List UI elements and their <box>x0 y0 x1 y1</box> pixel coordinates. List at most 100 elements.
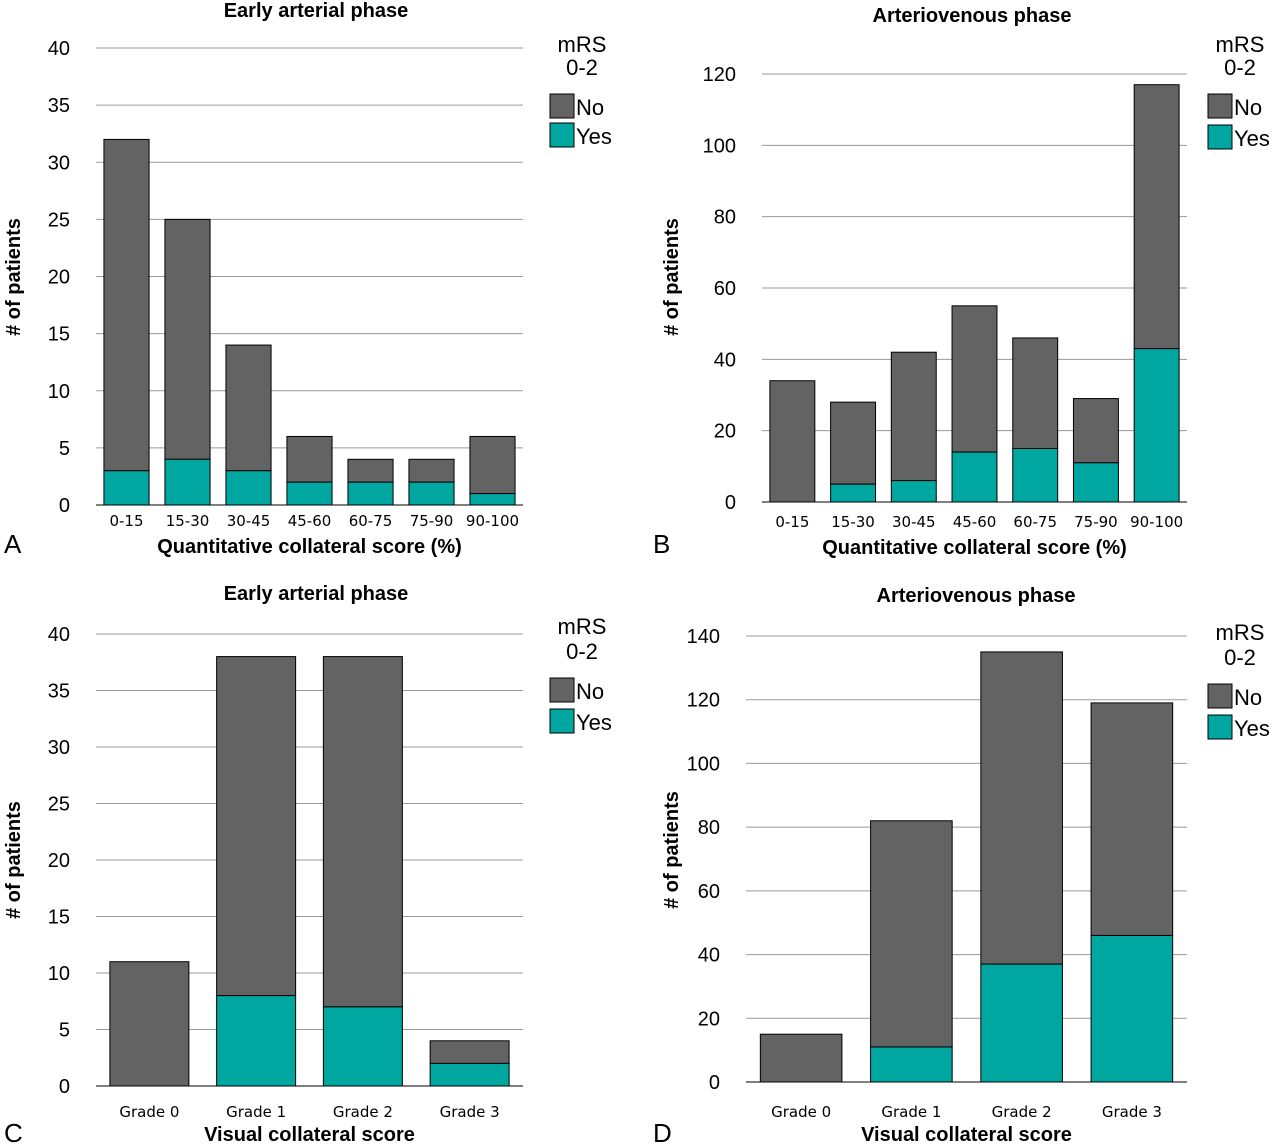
bar-yes-grade-1 <box>870 1046 953 1083</box>
legend-title: mRS <box>558 32 607 57</box>
y-tick-label: 35 <box>48 95 70 117</box>
panel-letter: D <box>653 1118 672 1145</box>
bar-no-90-100 <box>469 435 516 495</box>
y-tick-label: 25 <box>48 794 70 816</box>
bar-no-15-30 <box>164 218 211 460</box>
legend-label-no: No <box>1234 685 1262 710</box>
y-tick-label: 120 <box>703 64 736 86</box>
bar-no-30-45 <box>890 351 937 482</box>
bar-no-grade-0 <box>109 961 190 1087</box>
x-tick-label: Grade 0 <box>119 1103 179 1121</box>
x-axis-label: Visual collateral score <box>861 1124 1072 1145</box>
y-tick-label: 15 <box>48 907 70 929</box>
legend-title: mRS <box>1216 620 1265 645</box>
legend-swatch-yes <box>1207 124 1233 150</box>
y-tick-label: 80 <box>698 817 720 839</box>
x-tick-label: 90-100 <box>1130 513 1183 531</box>
x-tick-label: 45-60 <box>288 512 332 530</box>
y-tick-label: 30 <box>48 737 70 759</box>
y-tick-label: 60 <box>698 881 720 903</box>
x-axis-label: Visual collateral score <box>204 1124 415 1145</box>
legend-swatch-no <box>1207 93 1233 119</box>
y-tick-label: 40 <box>698 945 720 967</box>
bar-no-grade-1 <box>216 656 297 997</box>
bar-yes-30-45 <box>225 470 272 506</box>
y-tick-label: 40 <box>48 38 70 60</box>
y-tick-label: 100 <box>687 753 720 775</box>
legend-label-no: No <box>1234 95 1262 120</box>
legend-swatch-yes <box>549 708 575 734</box>
x-tick-label: 30-45 <box>227 512 271 530</box>
bar-no-grade-2 <box>322 656 403 1008</box>
x-tick-label: Grade 3 <box>1102 1103 1162 1121</box>
y-tick-label: 0 <box>59 1076 70 1098</box>
y-tick-label: 0 <box>59 495 70 517</box>
bar-no-60-75 <box>1012 337 1059 449</box>
bar-no-15-30 <box>830 401 877 485</box>
bar-yes-grade-1 <box>216 995 297 1087</box>
x-tick-label: 60-75 <box>349 512 393 530</box>
y-tick-label: 80 <box>714 207 736 229</box>
bar-no-45-60 <box>286 435 333 483</box>
bar-no-grade-3 <box>1090 702 1174 936</box>
bar-yes-90-100 <box>469 493 516 506</box>
bar-no-0-15 <box>769 380 816 503</box>
x-axis-label: Quantitative collateral score (%) <box>822 537 1127 559</box>
bar-yes-grade-2 <box>322 1006 403 1087</box>
chart-panel-b: 0 20 40 60 80 100 120 0-15 15-30 30-45 45-60 60-75 7… <box>653 5 1270 559</box>
bar-no-60-75 <box>347 458 394 483</box>
x-tick-label: Grade 3 <box>440 1103 500 1121</box>
panel-letter: B <box>653 529 670 559</box>
y-tick-label: 20 <box>714 421 736 443</box>
legend-title: mRS <box>1216 32 1265 57</box>
bar-yes-grade-3 <box>1090 934 1174 1083</box>
chart-title: Arteriovenous phase <box>873 5 1072 27</box>
x-tick-label: 0-15 <box>775 513 809 531</box>
bar-yes-60-75 <box>347 481 394 506</box>
bar-no-75-90 <box>408 458 455 483</box>
x-tick-label: Grade 1 <box>881 1103 941 1121</box>
panel-letter: C <box>4 1118 23 1145</box>
bar-yes-30-45 <box>890 480 937 503</box>
legend-title: mRS <box>558 614 607 639</box>
y-tick-label: 60 <box>714 278 736 300</box>
chart-title: Early arterial phase <box>224 583 409 605</box>
legend-label-no: No <box>576 95 604 120</box>
legend-swatch-no <box>1207 683 1233 709</box>
y-tick-label: 40 <box>714 349 736 371</box>
bar-no-grade-0 <box>759 1033 843 1083</box>
legend-label-no: No <box>576 679 604 704</box>
y-tick-label: 35 <box>48 681 70 703</box>
y-tick-label: 15 <box>48 324 70 346</box>
legend-title: 0-2 <box>1224 55 1256 80</box>
bar-yes-45-60 <box>286 481 333 506</box>
bar-yes-grade-2 <box>980 963 1063 1083</box>
legend-title: 0-2 <box>566 639 598 664</box>
x-tick-label: Grade 1 <box>226 1103 286 1121</box>
x-tick-label: Grade 2 <box>992 1103 1052 1121</box>
chart-title: Arteriovenous phase <box>877 585 1076 607</box>
panel-letter: A <box>4 529 22 559</box>
x-tick-label: 75-90 <box>410 512 454 530</box>
legend-label-yes: Yes <box>1234 126 1270 151</box>
x-axis-label: Quantitative collateral score (%) <box>157 536 462 558</box>
x-tick-label: Grade 2 <box>333 1103 393 1121</box>
x-tick-label: 60-75 <box>1013 513 1057 531</box>
legend-swatch-no <box>549 93 575 119</box>
x-tick-label: 0-15 <box>109 512 143 530</box>
bar-yes-grade-3 <box>429 1062 510 1087</box>
x-tick-label: 90-100 <box>466 512 519 530</box>
bar-yes-0-15 <box>103 470 150 506</box>
y-tick-label: 30 <box>48 152 70 174</box>
y-tick-label: 20 <box>48 850 70 872</box>
y-axis-label: # of patients <box>3 218 25 336</box>
bar-yes-45-60 <box>951 451 998 503</box>
y-tick-label: 40 <box>48 624 70 646</box>
x-tick-label: Grade 0 <box>771 1103 831 1121</box>
bar-no-0-15 <box>103 138 150 472</box>
legend-swatch-yes <box>1207 714 1233 740</box>
